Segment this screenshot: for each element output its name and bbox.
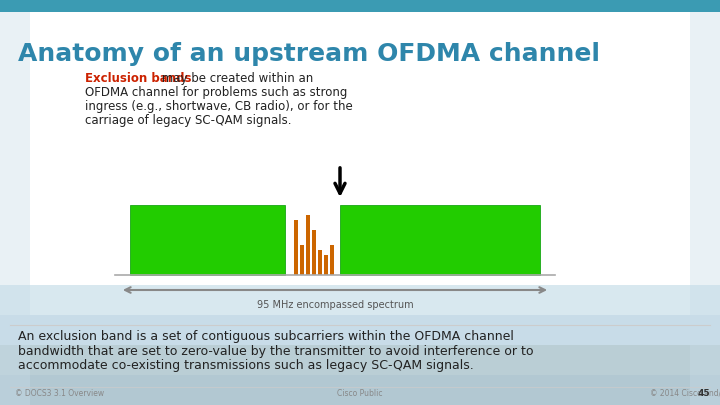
Bar [0,345,720,375]
Bar [324,255,328,275]
Text: Cisco Public: Cisco Public [337,388,383,397]
Text: Exclusion bands: Exclusion bands [85,72,192,85]
Text: may be created within an: may be created within an [158,72,313,85]
Text: © 2014 Cisco and/or its affiliates.  All rights reserved.: © 2014 Cisco and/or its affiliates. All … [650,388,720,397]
Text: Anatomy of an upstream OFDMA channel: Anatomy of an upstream OFDMA channel [18,42,600,66]
Bar [0,285,720,315]
Text: ingress (e.g., shortwave, CB radio), or for the: ingress (e.g., shortwave, CB radio), or … [85,100,353,113]
Text: An exclusion band is a set of contiguous subcarriers within the OFDMA channel: An exclusion band is a set of contiguous… [18,330,514,343]
Bar [130,205,285,275]
Bar [0,0,30,405]
Bar [318,250,322,275]
Bar [340,205,540,275]
Bar [0,315,720,345]
Text: 45: 45 [698,388,710,397]
Bar [690,0,720,405]
Text: bandwidth that are set to zero-value by the transmitter to avoid interference or: bandwidth that are set to zero-value by … [18,345,534,358]
Text: OFDMA channel for problems such as strong: OFDMA channel for problems such as stron… [85,86,347,99]
Text: carriage of legacy SC-QAM signals.: carriage of legacy SC-QAM signals. [85,114,292,127]
Bar [312,230,316,275]
Bar [306,215,310,275]
Bar [294,220,298,275]
Bar [0,0,720,12]
Bar [300,245,304,275]
Text: 95 MHz encompassed spectrum: 95 MHz encompassed spectrum [257,300,413,310]
Bar [0,375,720,405]
Text: © DOCS3 3.1 Overview: © DOCS3 3.1 Overview [15,388,104,397]
Bar [330,245,334,275]
Text: accommodate co-existing transmissions such as legacy SC-QAM signals.: accommodate co-existing transmissions su… [18,359,474,372]
